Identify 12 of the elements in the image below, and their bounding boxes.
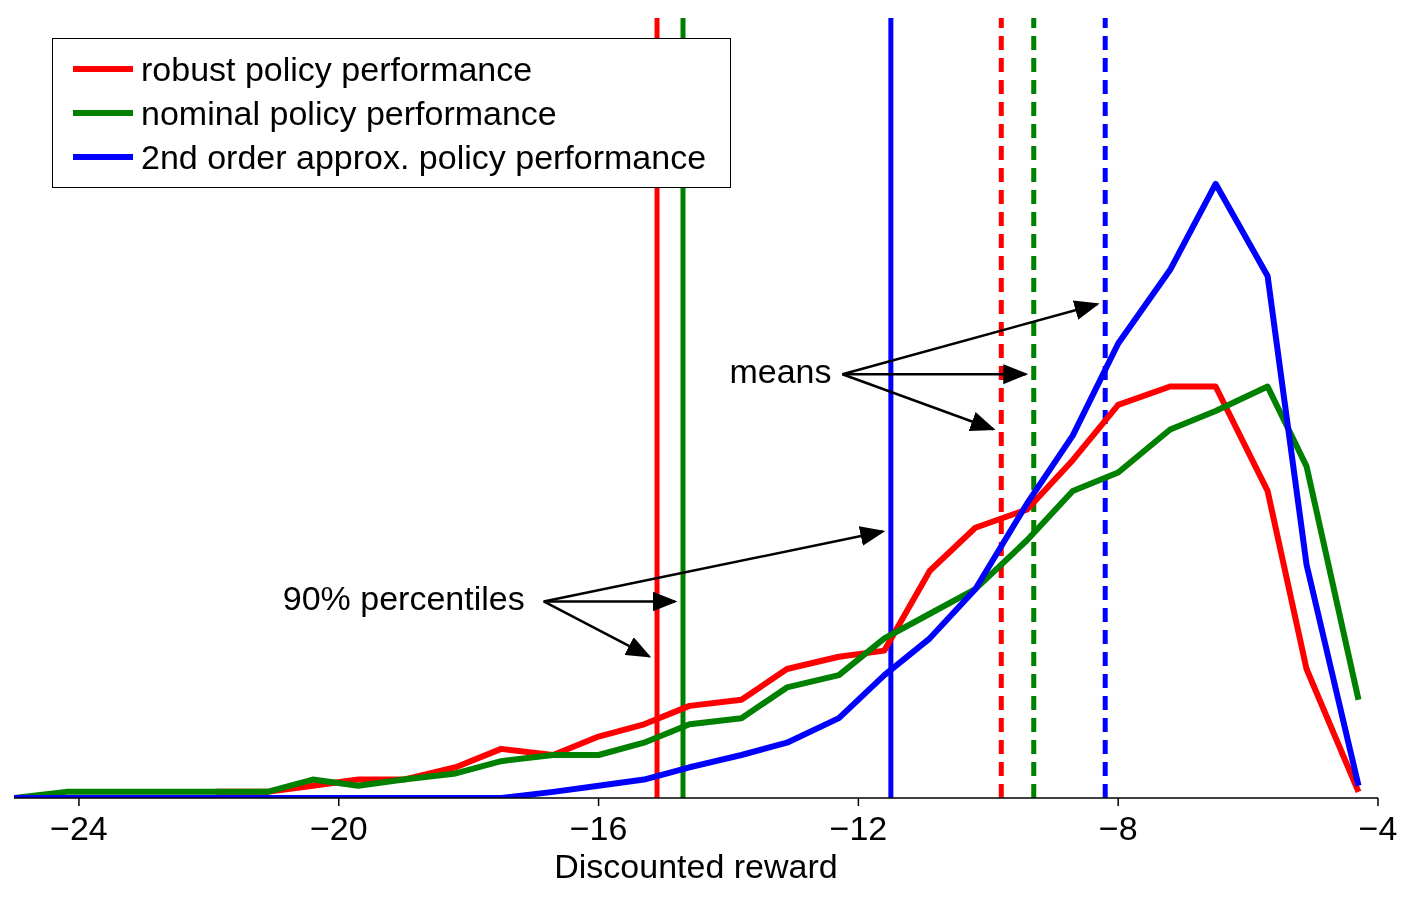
legend-label: robust policy performance [141,49,533,89]
x-tick-label: −12 [829,809,888,848]
x-axis-title: Discounted reward [554,847,838,885]
x-tick-label: −24 [50,809,108,848]
x-tick-label: −16 [569,809,628,848]
legend-label: nominal policy performance [141,93,557,133]
annotation: means [729,352,832,391]
x-tick-label: −4 [1358,809,1398,848]
x-tick-label: −8 [1098,809,1138,848]
legend-label: 2nd order approx. policy performance [141,137,707,177]
x-tick-label: −20 [309,809,368,848]
annotation: 90% percentiles [282,579,525,618]
